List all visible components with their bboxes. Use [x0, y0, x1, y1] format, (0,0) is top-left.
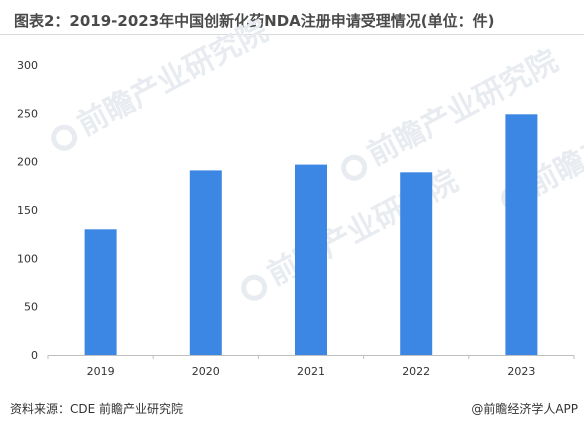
- y-tick-label: 300: [17, 59, 38, 72]
- x-tick-label: 2021: [297, 365, 325, 378]
- y-tick-label: 150: [17, 204, 38, 217]
- x-tick-label: 2020: [192, 365, 220, 378]
- x-tick-label: 2022: [402, 365, 430, 378]
- bar-2020: [189, 170, 222, 355]
- bar-2023: [505, 114, 538, 355]
- y-tick-label: 250: [17, 107, 38, 120]
- y-tick-label: 50: [24, 301, 38, 314]
- x-tick-label: 2023: [507, 365, 535, 378]
- y-tick-label: 100: [17, 252, 38, 265]
- x-tick-label: 2019: [87, 365, 115, 378]
- y-tick-label: 200: [17, 156, 38, 169]
- y-tick-label: 0: [31, 349, 38, 362]
- chart-title: 图表2：2019-2023年中国创新化药NDA注册申请受理情况(单位：件): [14, 12, 495, 30]
- bar-2021: [295, 164, 327, 355]
- title-divider: [0, 34, 584, 35]
- bar-2019: [84, 229, 117, 355]
- bar-2022: [400, 172, 433, 355]
- source-note: 资料来源：CDE 前瞻产业研究院: [10, 402, 184, 416]
- bar-chart: 0 50 100 150 200 250 300 2019 2020 2021 2022 2023: [17, 59, 575, 378]
- credit-note: @前瞻经济学人APP: [471, 402, 578, 416]
